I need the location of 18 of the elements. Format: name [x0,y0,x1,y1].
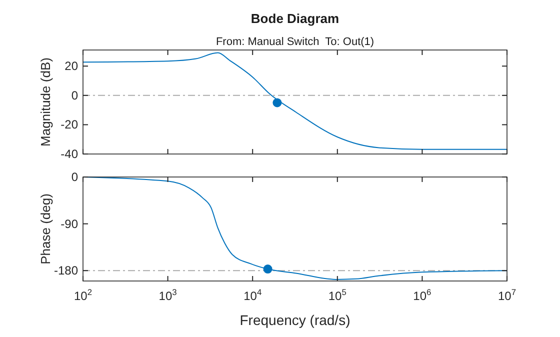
chart-title: Bode Diagram [250,11,340,26]
y-axis-title: Magnitude (dB) [38,58,53,146]
x-tick-label: 10$^{5}$ [328,287,347,303]
x-axis-title: Frequency (rad/s) [240,312,350,328]
y-tick-label: 0 [71,170,78,184]
chart-subtitle: From: Manual Switch To: Out(1) [216,36,374,48]
y-tick-label: 20 [64,59,78,74]
x-tick-label: 10$^{6}$ [413,287,432,303]
x-tick-label: 10$^{4}$ [244,287,262,303]
y-tick-label: -40 [60,147,78,161]
x-tick-label: 10$^{3}$ [158,287,178,303]
x-tick-label: 10$^{7}$ [498,287,516,303]
y-tick-label: -20 [60,118,78,132]
y-axis-title: Phase (deg) [38,194,53,264]
x-tick-label: 10$^{2}$ [74,287,92,303]
y-tick-label: -180 [54,264,78,278]
y-tick-label: 0 [71,88,78,102]
y-tick-label: -90 [60,216,78,231]
